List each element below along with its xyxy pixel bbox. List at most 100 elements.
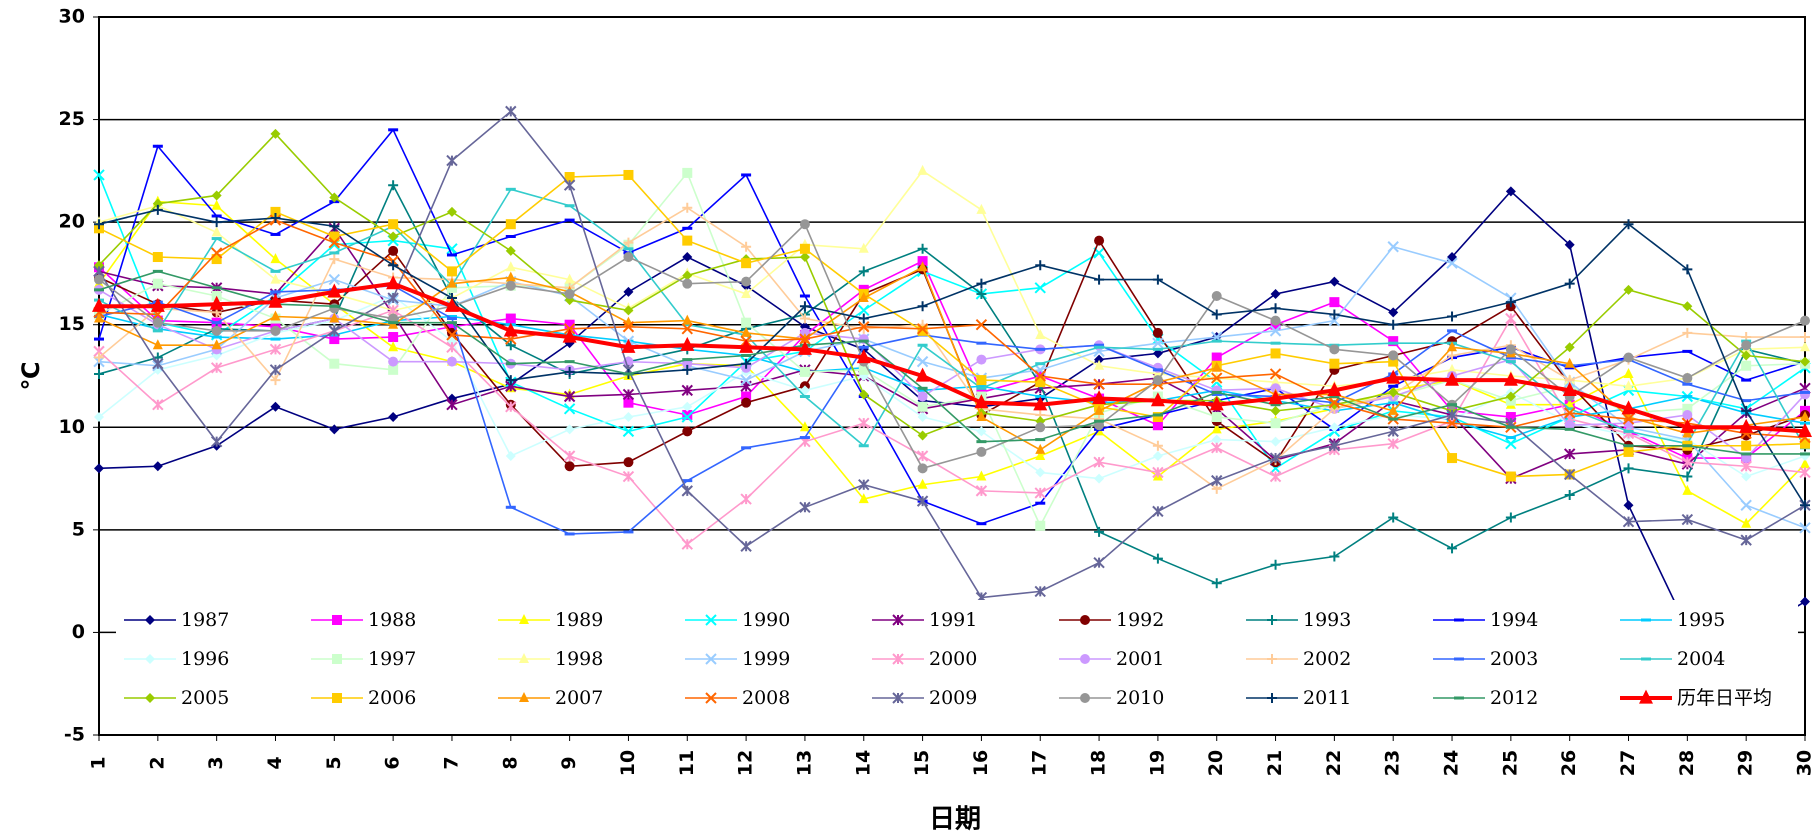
marker [329, 334, 340, 345]
marker [892, 614, 904, 626]
marker [388, 332, 399, 343]
marker [564, 273, 575, 284]
x-tick-label: 7 [440, 756, 462, 769]
series-line [98, 183, 1806, 585]
marker [1800, 341, 1810, 352]
marker [1329, 422, 1340, 433]
legend: 1987 1988 1989 1990 1991 1992 1993 1994 1995 1996… [116, 600, 1798, 716]
marker [1505, 297, 1516, 308]
legend-label: 2001 [1116, 648, 1164, 670]
marker [1564, 342, 1575, 353]
marker [270, 310, 281, 321]
marker [1564, 239, 1575, 250]
marker [1080, 615, 1090, 625]
marker [622, 425, 635, 438]
marker [152, 317, 163, 328]
marker [270, 325, 281, 336]
marker [1798, 422, 1812, 437]
marker [1386, 369, 1401, 384]
marker [1152, 440, 1163, 451]
marker [705, 614, 717, 626]
marker [210, 247, 223, 259]
marker [1800, 500, 1810, 511]
marker [917, 430, 928, 441]
marker [1447, 363, 1458, 374]
marker [1740, 499, 1752, 511]
marker [682, 235, 693, 246]
marker [211, 226, 222, 237]
marker [152, 339, 163, 350]
marker [562, 328, 577, 343]
marker [1800, 411, 1810, 422]
marker [740, 374, 752, 386]
marker [152, 204, 163, 215]
marker [1639, 689, 1653, 704]
marker [1623, 463, 1634, 474]
legend-label: 1993 [1303, 609, 1351, 631]
marker [682, 202, 693, 213]
marker [705, 653, 717, 665]
x-axis-label: 日期 [929, 805, 981, 835]
marker [681, 384, 693, 397]
marker [858, 364, 869, 375]
marker [446, 154, 458, 167]
marker [1505, 412, 1516, 423]
marker [1563, 448, 1576, 460]
marker [388, 364, 399, 375]
x-tick-label: 14 [852, 750, 874, 776]
marker [388, 313, 399, 324]
marker [1094, 526, 1105, 537]
marker [1741, 350, 1752, 361]
marker [505, 271, 516, 282]
marker [1268, 390, 1283, 405]
marker [505, 245, 516, 256]
marker [1446, 257, 1458, 269]
marker [1681, 456, 1694, 468]
marker [446, 206, 457, 217]
marker [93, 169, 105, 181]
marker [916, 323, 929, 335]
marker [1152, 553, 1163, 564]
marker [1387, 437, 1399, 450]
marker [388, 245, 399, 256]
marker [1211, 412, 1222, 423]
marker [150, 297, 165, 312]
marker [505, 313, 516, 324]
marker [622, 470, 635, 483]
marker [152, 252, 163, 263]
x-tick-label: 23 [1382, 750, 1404, 776]
marker [1800, 438, 1810, 449]
marker [1035, 422, 1046, 433]
marker [270, 128, 281, 139]
marker [858, 242, 869, 253]
marker [564, 366, 575, 377]
legend-label: 1992 [1116, 609, 1164, 631]
legend-label: 2009 [929, 687, 977, 709]
marker [681, 485, 693, 497]
marker [211, 254, 222, 265]
marker [329, 254, 340, 265]
legend-label: 1997 [368, 648, 416, 670]
marker [892, 653, 904, 665]
marker [446, 329, 458, 341]
legend-label: 2012 [1490, 687, 1538, 709]
legend-label: 1995 [1677, 609, 1725, 631]
marker [741, 397, 752, 408]
marker [741, 241, 752, 252]
marker [1152, 412, 1163, 423]
x-tick-label: 17 [1029, 750, 1051, 776]
series-line [98, 289, 1806, 460]
marker [682, 409, 693, 420]
marker [976, 375, 987, 386]
marker [1329, 551, 1340, 562]
marker [916, 495, 929, 507]
marker [682, 314, 693, 325]
marker [505, 451, 516, 462]
marker [740, 540, 752, 552]
marker [1741, 340, 1752, 351]
marker [1740, 534, 1752, 546]
marker [1800, 458, 1810, 469]
marker [1623, 500, 1634, 511]
marker [268, 293, 283, 308]
marker [1270, 303, 1281, 314]
